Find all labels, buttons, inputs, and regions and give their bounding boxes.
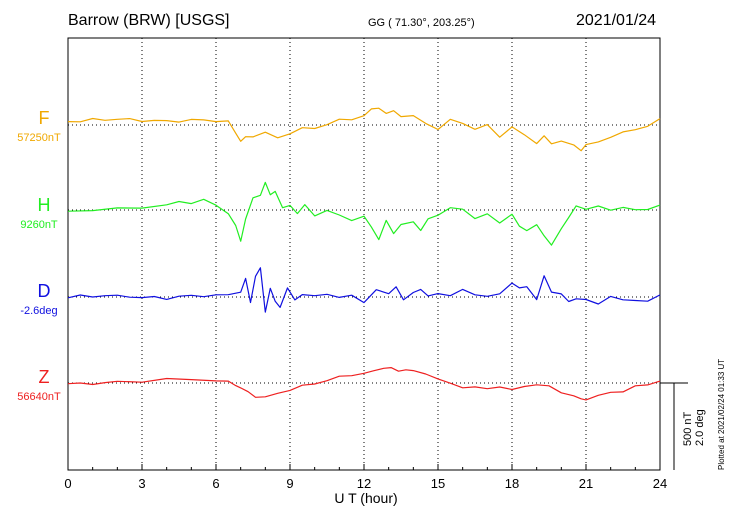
series-line-d (67, 267, 661, 313)
x-tick-label: 0 (64, 476, 71, 491)
x-tick-label: 15 (431, 476, 445, 491)
x-tick-label: 12 (357, 476, 371, 491)
channel-z-letter: Z (38, 367, 50, 387)
x-axis: 0 3 6 9 12 15 18 21 24 (64, 464, 667, 491)
x-tick-label: 21 (579, 476, 593, 491)
x-axis-label: U T (hour) (334, 490, 397, 506)
channel-d-letter: D (37, 281, 51, 301)
scale-deg-label: 2.0 deg (694, 409, 706, 446)
plotted-timestamp: Plotted at 2021/02/24 01:33 UT (717, 358, 726, 470)
channel-d-baseline: -2.6deg (20, 305, 58, 317)
x-tick-label: 6 (212, 476, 219, 491)
channel-f-baseline: 57250nT (17, 132, 61, 144)
x-tick-label: 18 (505, 476, 519, 491)
series-line-h (67, 181, 661, 246)
x-tick-label: 3 (138, 476, 145, 491)
scale-bar (660, 382, 688, 470)
coordinates-label: GG ( 71.30°, 203.25°) (368, 17, 475, 29)
station-title: Barrow (BRW) [USGS] (68, 12, 230, 29)
scale-nt-label: 500 nT (682, 411, 694, 446)
x-tick-label: 24 (653, 476, 667, 491)
channel-h-letter: H (37, 195, 51, 215)
channel-h-baseline: 9260nT (20, 219, 58, 231)
series-line-f (67, 107, 661, 152)
channel-f-letter: F (38, 108, 50, 128)
grid (68, 38, 660, 470)
channel-z-baseline: 56640nT (17, 391, 61, 403)
x-tick-label: 9 (286, 476, 293, 491)
series-group (67, 107, 661, 401)
date-label: 2021/01/24 (576, 12, 657, 29)
series-line-z (67, 367, 661, 401)
